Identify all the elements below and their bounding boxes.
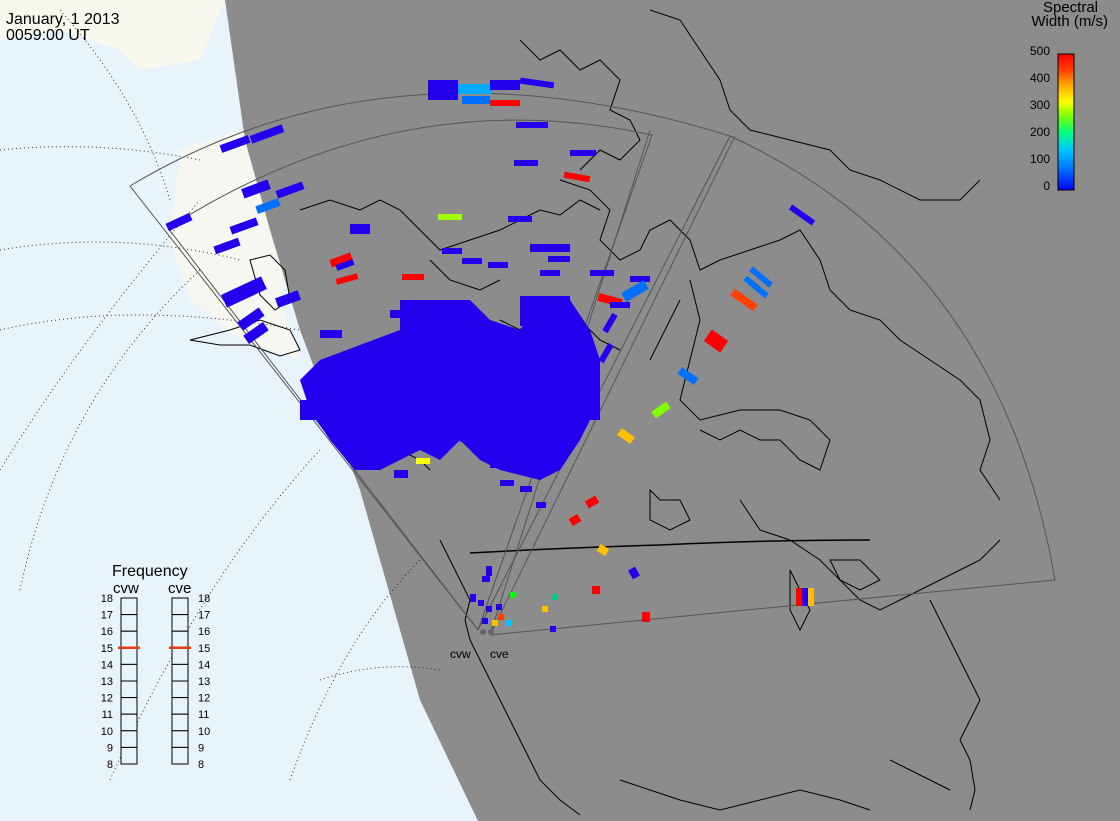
date-label: January, 1 2013 (6, 11, 120, 28)
colorbar-tick: 400 (1030, 71, 1050, 85)
frequency-cell (120, 746, 138, 765)
frequency-tick-label: 13 (198, 676, 210, 688)
colorbar-tick: 300 (1030, 98, 1050, 112)
frequency-tick-label: 11 (102, 709, 113, 721)
radar-site-cve (488, 629, 494, 635)
colorbar-tick: 500 (1030, 44, 1050, 58)
frequency-tick-label: 17 (198, 610, 210, 622)
frequency-cell (171, 713, 189, 732)
frequency-cell (171, 680, 189, 699)
frequency-title: Frequency (112, 563, 188, 580)
frequency-tick-label: 18 (101, 593, 113, 605)
frequency-cell (120, 647, 138, 665)
backscatter-main (300, 296, 600, 480)
colorbar-gradient (1057, 53, 1075, 191)
fov-outlines (129, 92, 1056, 636)
frequency-tick-label: 8 (198, 759, 204, 771)
frequency-cell (120, 730, 138, 748)
frequency-radar-cvw: cvw (113, 580, 139, 597)
frequency-cell (120, 713, 138, 732)
frequency-cell (120, 697, 138, 715)
frequency-cell (171, 630, 189, 649)
frequency-cell (120, 680, 138, 699)
frequency-tick-label: 14 (198, 659, 210, 671)
frequency-column-cvw: 18 17 16 15 14 13 12 11 10 9 8 (101, 593, 140, 771)
frequency-column-cve: 18 17 16 15 14 13 12 11 10 9 8 (169, 593, 210, 771)
frequency-tick-label: 16 (101, 626, 113, 638)
frequency-cell (171, 746, 189, 765)
frequency-tick-label: 9 (198, 742, 204, 754)
frequency-cell (120, 630, 138, 649)
radar-label-cvw: cvw (450, 647, 471, 661)
frequency-tick-label: 8 (107, 759, 113, 771)
colorbar-tick: 100 (1030, 152, 1050, 166)
colorbar-tick: 0 (1043, 179, 1050, 193)
frequency-tick-label: 9 (107, 742, 113, 754)
border-line (469, 539, 871, 554)
frequency-tick-label: 15 (198, 643, 210, 655)
frequency-tick-label: 16 (198, 626, 210, 638)
radar-label-cve: cve (490, 647, 509, 661)
frequency-cell (120, 663, 138, 682)
daylight-land (0, 0, 225, 70)
frequency-tick-label: 10 (198, 726, 210, 738)
radar-site-cvw (480, 629, 486, 635)
frequency-panel: Frequency cvw cve 18 17 16 15 14 13 12 11 10 9 8 1… (101, 563, 211, 771)
time-label: 0059:00 UT (6, 27, 90, 44)
frequency-tick-label: 17 (101, 610, 113, 622)
colorbar-tick: 200 (1030, 125, 1050, 139)
colorbar-title-2: Width (m/s) (1031, 13, 1108, 30)
frequency-tick-label: 15 (101, 643, 113, 655)
frequency-cell (171, 614, 189, 632)
frequency-cell (120, 597, 138, 616)
colorbar-title-1: Spectral (1043, 0, 1098, 16)
radar-cells (165, 77, 816, 632)
frequency-tick-label: 13 (101, 676, 113, 688)
frequency-tick-label: 12 (101, 693, 113, 705)
frequency-radar-cve: cve (168, 580, 191, 597)
frequency-cell (171, 663, 189, 682)
frequency-tick-label: 10 (101, 726, 113, 738)
night-shade (225, 0, 1120, 821)
frequency-cell (171, 730, 189, 748)
frequency-cell (120, 614, 138, 632)
frequency-tick-label: 11 (198, 709, 209, 721)
frequency-cell (171, 597, 189, 616)
frequency-cell (171, 647, 189, 665)
frequency-tick-label: 14 (101, 659, 113, 671)
frequency-tick-label: 18 (198, 593, 210, 605)
frequency-tick-label: 12 (198, 693, 210, 705)
colorbar: Spectral Width (m/s) 500 400 300 200 100… (1030, 0, 1108, 193)
frequency-cell (171, 697, 189, 715)
